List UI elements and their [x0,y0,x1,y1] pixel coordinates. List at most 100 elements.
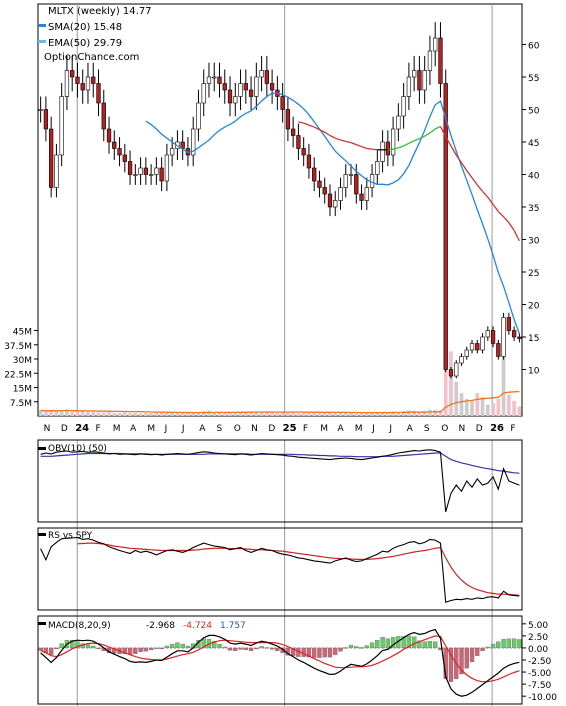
macd-hist-bar [312,647,317,658]
x-tick-label: J [181,424,185,434]
candle-body [70,70,75,78]
macd-hist-bar [238,647,243,650]
candle-body [380,141,385,162]
candle-body [464,349,469,357]
price-tick-label: 30 [528,237,540,247]
macd-tick-label: -10.00 [528,693,557,703]
candle-body [291,128,296,136]
candle-body [406,76,412,97]
x-tick-label: M [113,424,121,434]
candle-body [454,362,459,377]
macd-hist-bar [75,641,80,649]
volume-bar [485,404,490,416]
macd-hist-bar [364,645,369,649]
candle-body [480,336,485,351]
volume-bar [265,412,269,416]
ema50-segment [497,211,505,218]
x-tick-label: M [147,424,155,434]
macd-hist-bar [401,636,406,649]
volume-bar [386,412,390,416]
volume-bar [186,412,190,416]
x-tick-label: D [268,424,275,434]
macd-hist-bar [222,646,227,649]
ema50-segment [387,148,394,151]
volume-bar [401,411,406,416]
candle-body [327,193,333,208]
price-tick-label: 15 [528,334,539,344]
volume-bar [407,410,411,416]
candle-body [401,96,406,117]
candle-body [80,83,85,91]
volume-bar [101,412,106,416]
candle-body [148,174,154,176]
volume-bar [217,411,222,416]
macd-hist-bar [180,643,185,649]
volume-bar [122,412,127,416]
macd-hist-bar [233,647,238,651]
macd-hist-bar [380,637,385,649]
candle-body [322,187,327,195]
candle-body [396,115,401,130]
macd-hist-bar [333,647,338,655]
volume-bar [38,410,43,416]
macd-hist-bar [291,647,296,656]
ema50-segment [345,140,352,144]
volume-bar [144,412,148,416]
macd-hist-bar [338,647,343,652]
volume-bar [375,412,380,416]
volume-bar [328,412,332,416]
obv-signal-line [40,452,520,474]
candle-body [170,148,175,156]
x-tick-label: N [459,424,466,434]
volume-bar [512,400,516,416]
macd-hist-bar [112,647,117,654]
candle-body [49,128,54,188]
volume-bar [112,412,117,416]
ema50-segment [361,145,368,150]
volume-bar [196,412,201,416]
ema50-segment [366,147,373,150]
x-tick-label: N [44,424,51,434]
ema50-segment [424,132,431,137]
macd-hist-bar [322,647,327,658]
volume-bar [391,411,395,416]
rs-label: RS vs SPY [48,531,93,541]
price-tick-label: 60 [528,42,540,52]
x-tick-label: J [388,424,392,434]
volume-bar [491,402,495,416]
volume-bar [175,412,180,416]
volume-bar [207,410,211,416]
volume-bar [238,411,243,416]
volume-tick-label: 15M [13,385,32,395]
volume-bar [422,410,427,416]
macd-hist-bar [143,647,148,652]
macd-hist-bar [385,638,390,649]
candle-body [112,141,117,149]
candle-body [238,83,243,97]
volume-bar [59,410,64,416]
volume-bar [222,412,227,416]
ema-legend: EMA(50) 29.79 [48,38,122,49]
price-tick-label: 45 [528,139,539,149]
volume-bar [49,410,53,416]
macd-hist-bar [359,647,364,649]
macd-hist-bar [243,647,248,651]
volume-bar [517,406,522,416]
macd-hist-bar [501,639,506,649]
obv-line [40,449,520,512]
macd-hist-bar [96,647,101,650]
ema50-segment [350,142,357,146]
volume-bar [96,412,101,416]
ema50-segment [408,140,415,144]
volume-bar [296,412,301,416]
candle-body [38,109,43,111]
volume-bar [44,411,48,416]
obv-panel [37,439,523,523]
ema50-segment [335,137,341,141]
volume-bar [243,411,248,416]
ema50-segment [508,222,515,231]
volume-bar [459,393,464,416]
volume-bar [307,412,311,416]
macd-hist-bar [511,638,517,649]
